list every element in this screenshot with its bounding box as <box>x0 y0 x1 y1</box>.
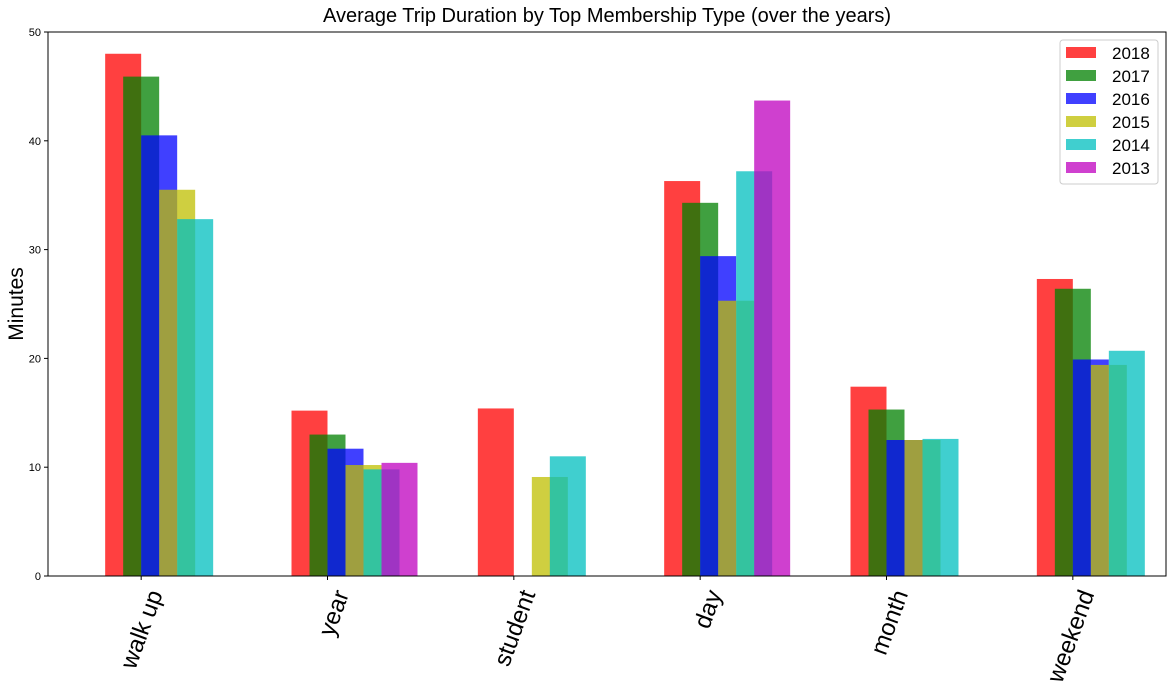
legend-label-2017: 2017 <box>1112 67 1150 86</box>
bars-layer <box>105 53 1145 577</box>
bar-2014-month <box>922 438 959 576</box>
y-tick-label: 30 <box>29 245 41 257</box>
y-tick-label: 40 <box>29 136 41 148</box>
x-tick-label: weekend <box>1042 587 1101 681</box>
bar-2018-student <box>477 408 514 576</box>
chart-title: Average Trip Duration by Top Membership … <box>323 5 891 27</box>
x-tick-label: month <box>866 587 914 659</box>
legend-swatch-2016 <box>1066 93 1096 104</box>
legend-label-2014: 2014 <box>1112 136 1150 155</box>
y-tick-label: 10 <box>29 462 41 474</box>
legend: 2018 2017 2016 2015 2014 2013 <box>1059 39 1159 185</box>
bar-2014-student <box>549 456 586 576</box>
x-tick-label: student <box>489 586 541 670</box>
x-tick-label: year <box>314 587 355 640</box>
bar-2014-weekend <box>1108 350 1145 576</box>
legend-swatch-2013 <box>1066 162 1096 173</box>
legend-label-2013: 2013 <box>1112 159 1150 178</box>
x-tick-label: day <box>689 587 728 633</box>
bar-2013-year <box>381 462 418 576</box>
legend-swatch-2017 <box>1066 70 1096 81</box>
y-tick-label: 20 <box>29 353 41 365</box>
legend-label-2018: 2018 <box>1112 44 1150 63</box>
y-tick-label: 50 <box>29 27 41 39</box>
y-axis: 0 10 20 30 40 50 <box>29 27 48 583</box>
legend-label-2015: 2015 <box>1112 113 1150 132</box>
legend-label-2016: 2016 <box>1112 90 1150 109</box>
y-axis-label: Minutes <box>5 267 28 341</box>
legend-swatch-2018 <box>1066 47 1096 58</box>
x-axis: walk up year student day month weekend <box>115 576 1100 681</box>
bar-2013-day <box>754 100 791 576</box>
legend-swatch-2015 <box>1066 116 1096 127</box>
bar-2014-walk-up <box>177 219 214 577</box>
plot-frame <box>47 31 1167 577</box>
legend-swatch-2014 <box>1066 139 1096 150</box>
x-tick-label: walk up <box>115 587 169 674</box>
y-tick-label: 0 <box>35 571 41 583</box>
